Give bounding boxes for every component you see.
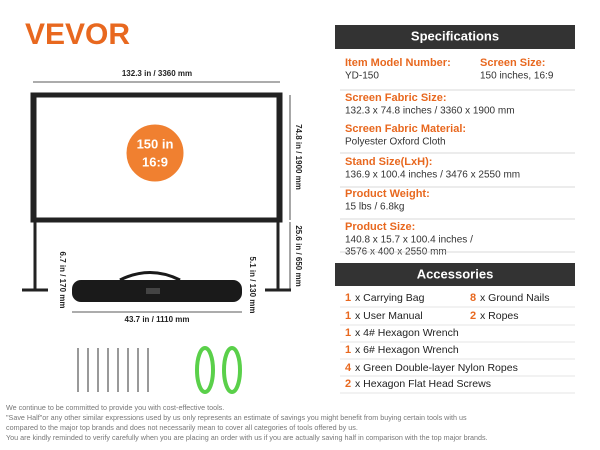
screen-illustration: 132.3 in / 3360 mm 74.8 in / 1900 mm 25.… xyxy=(22,69,303,292)
acc-name: x Carrying Bag xyxy=(355,292,425,304)
badge-size: 150 in xyxy=(137,136,174,151)
acc-qty: 1 xyxy=(345,310,351,322)
bag-illustration: 43.7 in / 1110 mm 6.7 in / 170 mm 5.1 in… xyxy=(58,252,257,325)
dim-leg: 25.6 in / 650 mm xyxy=(294,225,303,286)
badge-ratio: 16:9 xyxy=(142,154,168,169)
acc-qty: 8 xyxy=(470,292,476,304)
acc-name: x 6# Hexagon Wrench xyxy=(355,344,459,356)
spec-label: Screen Fabric Size: xyxy=(345,92,447,104)
acc-name: x User Manual xyxy=(355,310,423,322)
acc-name: x Ropes xyxy=(480,310,519,322)
spec-value: Polyester Oxford Cloth xyxy=(345,137,446,148)
acc-name: x Green Double-layer Nylon Ropes xyxy=(355,362,518,374)
spec-label: Stand Size(LxH): xyxy=(345,156,432,168)
acc-title: Accessories xyxy=(417,266,494,281)
spec-value: 150 inches, 16:9 xyxy=(480,71,554,82)
footer-line: compared to the major top brands and doe… xyxy=(6,423,358,432)
footer-line: "Save Half"or any other similar expressi… xyxy=(6,413,467,422)
spec-label: Product Weight: xyxy=(345,188,430,200)
spec-value: 136.9 x 100.4 inches / 3476 x 2550 mm xyxy=(345,170,520,181)
spec-title: Specifications xyxy=(411,28,499,43)
spec-label: Item Model Number: xyxy=(345,57,451,69)
acc-qty: 2 xyxy=(345,378,351,390)
spec-value: YD-150 xyxy=(345,71,379,82)
acc-name: x Hexagon Flat Head Screws xyxy=(355,378,491,390)
dim-height: 74.8 in / 1900 mm xyxy=(294,124,303,190)
spec-value: 15 lbs / 6.8kg xyxy=(345,202,404,213)
acc-header xyxy=(335,263,575,286)
acc-qty: 1 xyxy=(345,344,351,356)
spec-value: 140.8 x 15.7 x 100.4 inches / xyxy=(345,235,473,246)
acc-qty: 1 xyxy=(345,327,351,339)
acc-name: x 4# Hexagon Wrench xyxy=(355,327,459,339)
dim-bag-depth: 5.1 in / 130 mm xyxy=(248,257,257,314)
footer-line: We continue to be committed to provide y… xyxy=(6,403,224,412)
dim-bag-length: 43.7 in / 1110 mm xyxy=(125,315,190,324)
dim-width: 132.3 in / 3360 mm xyxy=(122,69,192,78)
spec-value: 132.3 x 74.8 inches / 3360 x 1900 mm xyxy=(345,106,515,117)
acc-qty: 4 xyxy=(345,362,352,374)
acc-qty: 2 xyxy=(470,310,476,322)
brand: VEVOR xyxy=(25,18,130,51)
acc-qty: 1 xyxy=(345,292,351,304)
spec-header xyxy=(335,25,575,49)
dim-bag-height: 6.7 in / 170 mm xyxy=(58,252,67,309)
spec-label: Screen Size: xyxy=(480,57,545,69)
acc-name: x Ground Nails xyxy=(480,292,549,304)
footer-line: You are kindly reminded to verify carefu… xyxy=(6,433,488,442)
accessory-illustration xyxy=(77,346,242,394)
spec-label: Screen Fabric Material: xyxy=(345,123,466,135)
spec-label: Product Size: xyxy=(345,221,415,233)
